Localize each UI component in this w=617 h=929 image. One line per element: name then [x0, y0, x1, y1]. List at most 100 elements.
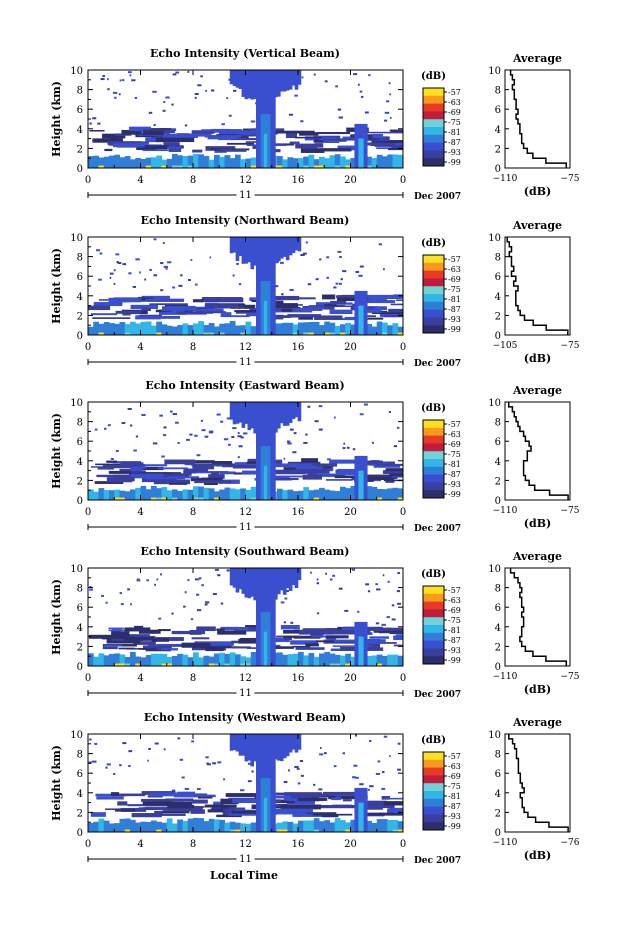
echo-layer-cell: [366, 639, 386, 644]
echo-surface-cell: [382, 322, 388, 335]
echo-surface-cell: [103, 156, 110, 168]
echo-anvil-cell: [238, 237, 243, 256]
echo-speck: [359, 90, 363, 93]
echo-speck: [152, 442, 158, 445]
colorbar-tick-label: -81: [448, 792, 461, 801]
echo-speck: [357, 610, 360, 613]
echo-surface-cell: [166, 818, 173, 832]
echo-speck: [89, 588, 93, 591]
echo-anvil-cell: [253, 568, 257, 601]
echo-speck: [289, 288, 294, 291]
echo-speck: [163, 434, 167, 437]
echo-layer-cell: [202, 477, 223, 483]
echo-surface-cell: [366, 156, 372, 168]
echo-layer-cell: [161, 810, 190, 814]
echo-surface-peak: [277, 829, 283, 832]
profile-y-tick-label: 0: [495, 496, 501, 507]
echo-surface-cell: [172, 823, 178, 832]
echo-anvil-cell: [253, 402, 257, 434]
echo-layer-cell: [315, 640, 335, 643]
echo-surface-cell: [156, 321, 162, 335]
echo-speck: [332, 574, 336, 577]
echo-speck: [375, 772, 381, 775]
echo-layer-cell: [167, 806, 203, 812]
echo-layer-cell: [137, 466, 164, 471]
x-tick-label: 4: [137, 175, 143, 186]
echo-surface-cell: [203, 655, 210, 666]
colorbar-swatch: [423, 474, 444, 483]
echo-anvil-cell: [235, 70, 240, 88]
echo-anvil-cell: [238, 70, 243, 89]
echo-surface-cell: [219, 323, 225, 335]
echo-surface-cell: [114, 653, 120, 666]
x-tick-label: 0: [85, 175, 91, 186]
echo-surface-cell: [172, 326, 178, 335]
colorbar-swatch: [423, 134, 444, 144]
echo-surface-cell: [240, 656, 246, 666]
colorbar-tick-label: -81: [448, 295, 461, 304]
profile-y-tick-label: 10: [488, 564, 501, 575]
echo-surface-peak: [235, 829, 241, 832]
echo-layer-cell: [90, 812, 106, 817]
profile-title: Average: [512, 384, 562, 397]
echo-speck: [205, 601, 210, 604]
echo-surface-cell: [193, 486, 199, 500]
echo-plume2-core: [358, 138, 364, 168]
echo-layer-cell: [305, 812, 337, 815]
echo-surface-cell: [151, 653, 157, 666]
echo-speck: [290, 621, 294, 624]
echo-surface-cell: [182, 323, 189, 335]
echo-layer-cell: [204, 804, 237, 808]
colorbar-tick-label: -87: [448, 636, 461, 645]
echo-speck: [369, 785, 374, 788]
echo-speck: [118, 93, 121, 96]
y-tick-label: 2: [77, 311, 83, 322]
echo-surface-cell: [156, 488, 162, 500]
echo-anvil-cell: [256, 237, 260, 271]
echo-speck: [119, 79, 122, 82]
echo-surface-peak: [124, 332, 131, 335]
echo-anvil-cell: [259, 402, 263, 439]
profile-title: Average: [512, 219, 562, 232]
echo-surface-cell: [298, 820, 304, 832]
echo-surface-cell: [308, 652, 315, 666]
colorbar-swatch: [423, 111, 444, 120]
echo-speck: [178, 284, 183, 287]
echo-surface-cell: [145, 655, 152, 666]
echo-anvil-cell: [232, 237, 237, 253]
echo-speck: [196, 788, 201, 791]
echo-speck: [132, 285, 136, 288]
echo-surface-cell: [324, 489, 330, 500]
colorbar-tick-label: -69: [448, 606, 461, 615]
echo-surface-cell: [214, 819, 220, 832]
echo-layer-cell: [382, 470, 403, 475]
echo-speck: [122, 263, 127, 266]
profile-x-tick-label: −105: [493, 341, 518, 351]
echo-anvil-cell: [285, 734, 290, 757]
x-tick-label: 0: [85, 507, 91, 518]
echo-speck: [147, 759, 149, 762]
echo-surface-peak: [214, 497, 220, 500]
echo-speck: [338, 587, 343, 590]
echo-layer-cell: [381, 796, 390, 800]
echo-anvil-cell: [256, 734, 260, 765]
echo-speck: [274, 285, 279, 288]
echo-layer-cell: [300, 148, 325, 153]
echo-layer-cell: [238, 638, 268, 644]
colorbar-tick-label: -57: [448, 255, 461, 264]
echo-speck: [381, 623, 386, 626]
echo-speck: [228, 114, 232, 117]
colorbar-tick-label: -63: [448, 596, 461, 605]
echo-layer-cell: [226, 142, 255, 145]
echo-surface-cell: [203, 155, 210, 168]
echo-speck: [113, 772, 116, 775]
echo-speck: [302, 252, 307, 255]
echo-layer-cell: [95, 793, 127, 797]
echo-surface-cell: [124, 491, 131, 500]
echo-surface-cell: [235, 654, 241, 666]
echo-surface-cell: [235, 822, 241, 832]
echo-surface-cell: [387, 820, 393, 832]
echo-speck: [113, 282, 116, 285]
colorbar-swatch: [423, 640, 444, 649]
echo-speck: [220, 602, 224, 605]
